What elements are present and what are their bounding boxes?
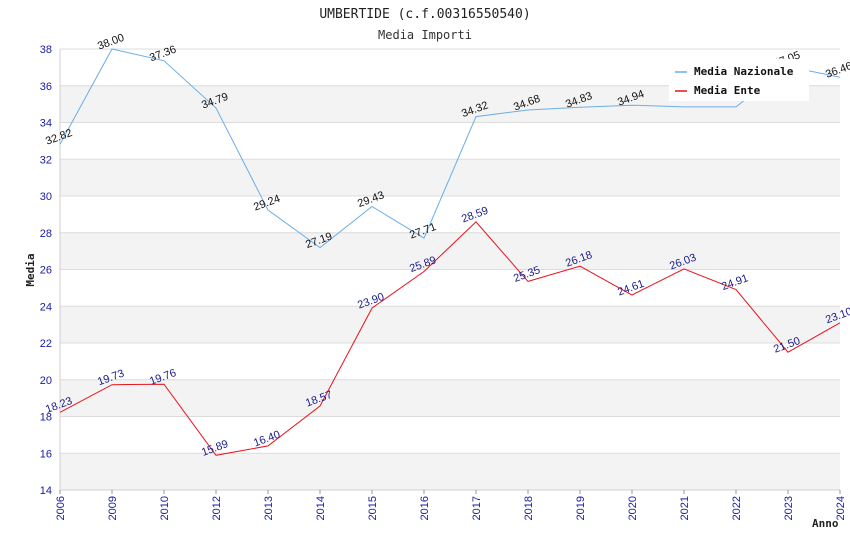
- plot-band: [60, 343, 840, 380]
- x-tick-label: 2024: [835, 496, 847, 520]
- x-tick-label: 2009: [107, 496, 119, 520]
- x-tick-label: 2014: [315, 496, 327, 520]
- x-tick-label: 2020: [627, 496, 639, 520]
- x-tick-label: 2016: [419, 496, 431, 520]
- legend-box: [669, 59, 809, 101]
- plot-band: [60, 416, 840, 454]
- legend-label-media-ente: Media Ente: [694, 84, 761, 97]
- plot-band: [60, 379, 840, 417]
- y-tick-label: 20: [40, 375, 52, 387]
- plot-band: [60, 232, 840, 270]
- y-tick-label: 18: [40, 412, 52, 424]
- plot-background-bands: [60, 49, 840, 490]
- x-tick-label: 2018: [523, 496, 535, 520]
- y-tick-label: 34: [40, 118, 52, 130]
- x-tick-label: 2022: [731, 496, 743, 520]
- y-tick-label: 28: [40, 228, 52, 240]
- y-tick-label: 22: [40, 338, 52, 350]
- y-tick-label: 32: [40, 154, 52, 166]
- x-tick-label: 2006: [55, 496, 67, 520]
- x-tick-label: 2010: [159, 496, 171, 520]
- y-tick-label: 30: [40, 191, 52, 203]
- x-tick-label: 2015: [367, 496, 379, 520]
- y-tick-label: 38: [40, 44, 52, 56]
- chart-title: UMBERTIDE (c.f.00316550540): [319, 7, 530, 22]
- y-tick-label: 16: [40, 448, 52, 460]
- x-tick-label: 2013: [263, 496, 275, 520]
- x-tick-label: 2019: [575, 496, 587, 520]
- plot-band: [60, 196, 840, 233]
- y-tick-label: 24: [40, 301, 52, 313]
- y-tick-label: 36: [40, 81, 52, 93]
- legend-label-media-nazionale: Media Nazionale: [694, 65, 794, 78]
- series-line-media-ente: [59, 221, 841, 456]
- y-tick-label: 14: [40, 485, 52, 497]
- series-group: [59, 48, 841, 456]
- x-tick-label: 2017: [471, 496, 483, 520]
- y-axis-label: Media: [24, 253, 37, 286]
- y-tick-label: 26: [40, 265, 52, 277]
- series-line-media-nazionale: [59, 48, 841, 249]
- plot-band: [60, 306, 840, 343]
- plot-band: [60, 453, 840, 490]
- x-tick-label: 2021: [679, 496, 691, 520]
- legend: Media Nazionale Media Ente: [669, 59, 809, 101]
- x-axis-ticks: 2006 2009 2010 2012 2013 2014 2015 2016 2017 2018…: [55, 490, 847, 520]
- x-tick-label: 2023: [783, 496, 795, 520]
- axes: [59, 49, 840, 491]
- x-axis-label: Anno: [812, 517, 839, 530]
- x-tick-label: 2012: [211, 496, 223, 520]
- plot-band: [60, 269, 840, 307]
- chart-subtitle: Media Importi: [378, 28, 472, 42]
- plot-band: [60, 122, 840, 160]
- y-axis-ticks: 14 16 18 20 22 24 26 28 30 32 34 36 38: [40, 44, 52, 497]
